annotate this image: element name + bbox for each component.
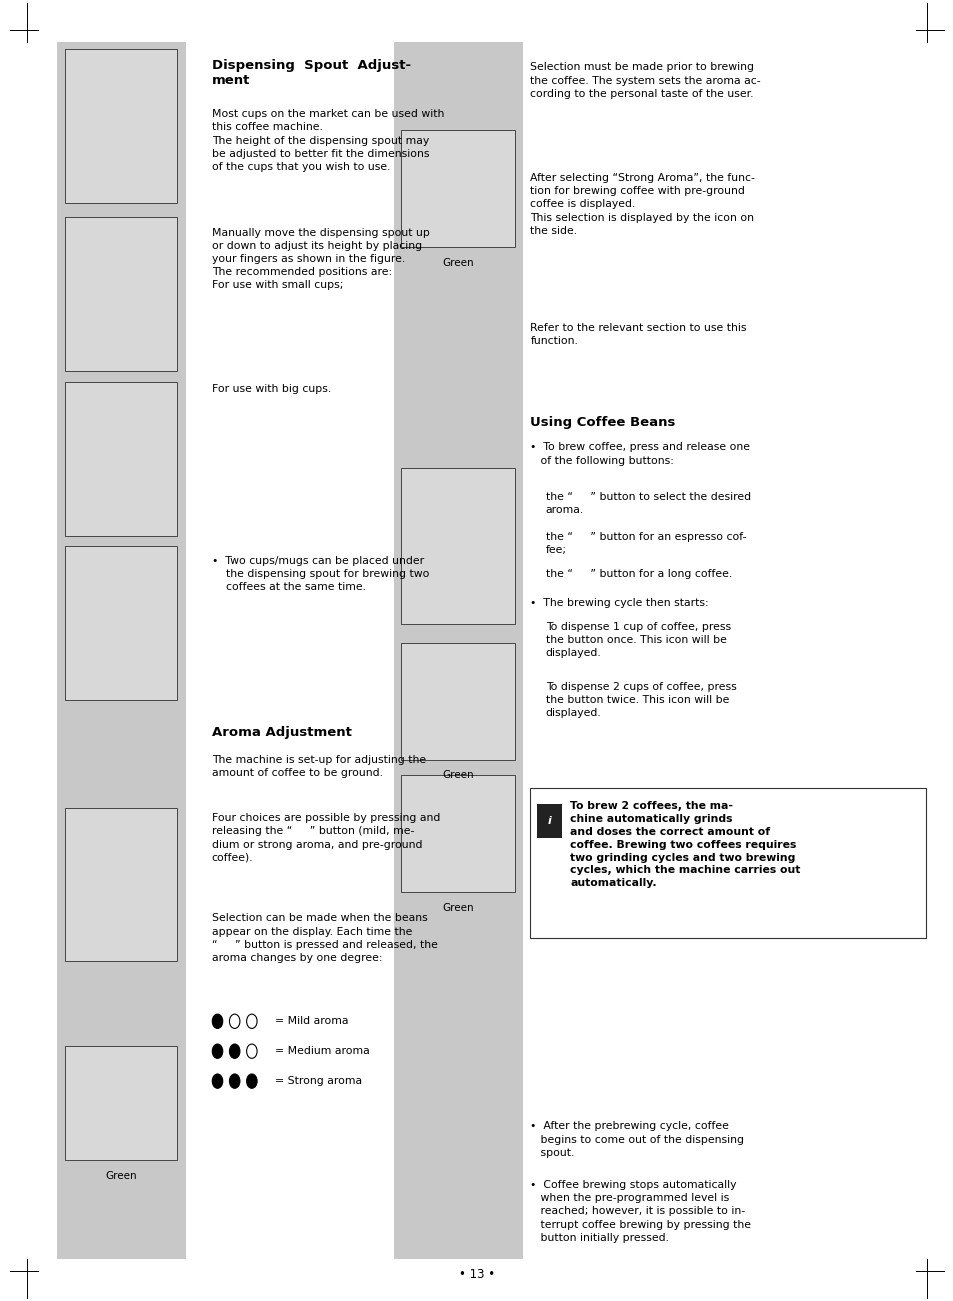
Bar: [65, 1046, 177, 1160]
Circle shape: [246, 1073, 257, 1088]
Text: • 13 •: • 13 •: [458, 1268, 495, 1281]
Text: Green: Green: [441, 770, 474, 781]
Text: •  Two cups/mugs can be placed under
    the dispensing spout for brewing two
  : • Two cups/mugs can be placed under the …: [212, 556, 429, 592]
Text: = Mild aroma: = Mild aroma: [274, 1016, 348, 1026]
Bar: [400, 468, 515, 624]
Text: Using Coffee Beans: Using Coffee Beans: [530, 416, 675, 429]
Text: Green: Green: [441, 903, 474, 913]
Bar: [400, 775, 515, 892]
Text: = Strong aroma: = Strong aroma: [274, 1076, 361, 1086]
Circle shape: [229, 1043, 239, 1059]
Text: For use with big cups.: For use with big cups.: [212, 384, 331, 394]
Text: To brew 2 coffees, the ma-
chine automatically grinds
and doses the correct amou: To brew 2 coffees, the ma- chine automat…: [570, 801, 800, 889]
Bar: [65, 382, 177, 536]
Bar: [65, 217, 177, 371]
Bar: [65, 546, 177, 700]
Text: The machine is set-up for adjusting the
amount of coffee to be ground.: The machine is set-up for adjusting the …: [212, 755, 425, 778]
Bar: [530, 788, 925, 938]
Text: Selection must be made prior to brewing
the coffee. The system sets the aroma ac: Selection must be made prior to brewing …: [530, 62, 760, 99]
Text: the “     ” button for an espresso cof-
fee;: the “ ” button for an espresso cof- fee;: [545, 532, 745, 556]
Text: i: i: [547, 816, 551, 826]
Circle shape: [212, 1015, 222, 1028]
Text: Refer to the relevant section to use this
function.: Refer to the relevant section to use thi…: [530, 323, 746, 346]
Bar: [400, 643, 515, 760]
Bar: [65, 808, 177, 961]
Text: •  Coffee brewing stops automatically
   when the pre-programmed level is
   rea: • Coffee brewing stops automatically whe…: [530, 1180, 751, 1242]
Bar: [537, 804, 561, 838]
Text: Selection can be made when the beans
appear on the display. Each time the
“     : Selection can be made when the beans app…: [212, 913, 437, 963]
Circle shape: [212, 1043, 222, 1059]
Text: •  The brewing cycle then starts:: • The brewing cycle then starts:: [530, 598, 708, 609]
Text: Dispensing  Spout  Adjust-
ment: Dispensing Spout Adjust- ment: [212, 59, 411, 87]
Bar: [400, 130, 515, 247]
Text: To dispense 1 cup of coffee, press
the button once. This icon will be
displayed.: To dispense 1 cup of coffee, press the b…: [545, 622, 730, 658]
Text: Aroma Adjustment: Aroma Adjustment: [212, 726, 352, 739]
Text: Green: Green: [441, 258, 474, 268]
Circle shape: [212, 1073, 222, 1088]
Text: = Medium aroma: = Medium aroma: [274, 1046, 369, 1056]
Text: the “     ” button for a long coffee.: the “ ” button for a long coffee.: [545, 569, 731, 579]
Text: the “     ” button to select the desired
aroma.: the “ ” button to select the desired aro…: [545, 492, 750, 515]
Bar: [394, 42, 522, 1259]
Text: Four choices are possible by pressing and
releasing the “     ” button (mild, me: Four choices are possible by pressing an…: [212, 813, 439, 863]
Bar: [65, 49, 177, 203]
Text: After selecting “Strong Aroma”, the func-
tion for brewing coffee with pre-groun: After selecting “Strong Aroma”, the func…: [530, 173, 755, 235]
Text: Manually move the dispensing spout up
or down to adjust its height by placing
yo: Manually move the dispensing spout up or…: [212, 228, 429, 290]
Text: To dispense 2 cups of coffee, press
the button twice. This icon will be
displaye: To dispense 2 cups of coffee, press the …: [545, 682, 736, 718]
Text: Green: Green: [105, 1171, 137, 1181]
Text: •  After the prebrewing cycle, coffee
   begins to come out of the dispensing
  : • After the prebrewing cycle, coffee beg…: [530, 1121, 743, 1158]
Text: •  To brew coffee, press and release one
   of the following buttons:: • To brew coffee, press and release one …: [530, 442, 750, 466]
Bar: [56, 42, 185, 1259]
Circle shape: [229, 1073, 239, 1088]
Text: Most cups on the market can be used with
this coffee machine.
The height of the : Most cups on the market can be used with…: [212, 109, 444, 172]
